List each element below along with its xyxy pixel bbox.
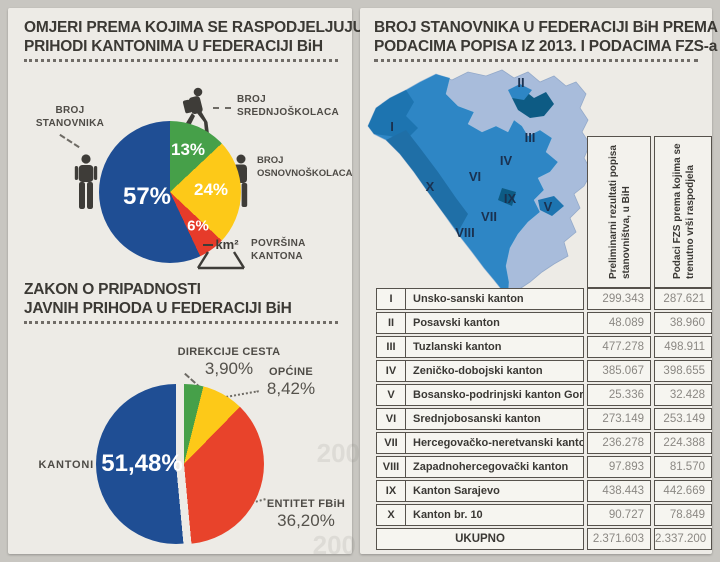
total-fzs: 2.337.200 — [654, 528, 712, 550]
pie1-pct-osnovnoskolci: 24% — [193, 180, 229, 199]
watermark: 200 — [312, 530, 356, 560]
map-label-III: III — [525, 130, 536, 145]
left-title2-line1: ZAKON O PRIPADNOSTI — [24, 281, 201, 298]
map-label-VI: VI — [469, 169, 481, 184]
canton-V-region — [538, 196, 564, 216]
label-povrsina-kantona: POVRŠINA KANTONA — [251, 238, 306, 262]
total-popis: 2.371.603 — [587, 528, 651, 550]
label-opcine: OPĆINE 8,42% — [266, 366, 316, 398]
pie1-pct-stanovnici: 57% — [122, 183, 172, 210]
canton-IX-region — [498, 188, 516, 206]
title-separator — [24, 59, 338, 62]
pie1-disc — [99, 121, 241, 263]
table-total-row: UKUPNO 2.371.603 2.337.200 — [376, 528, 712, 550]
right-title-separator — [374, 59, 698, 62]
pie2-pct-kantoni: 51,48% — [101, 450, 183, 477]
label-broj-osnovnoskolaca: BROJ OSNOVNOŠKOLACA — [257, 155, 353, 179]
map-label-VIII: VIII — [455, 225, 475, 240]
label-kantoni: KANTONI — [38, 459, 94, 471]
pie1-pct-povrsina: 6% — [187, 217, 209, 235]
table-row: X Kanton br. 10 90.727 78.849 — [376, 504, 712, 526]
map-label-IV: IV — [500, 153, 513, 168]
label-direkcije-cesta: DIREKCIJE CESTA 3,90% — [177, 346, 281, 378]
right-title-line1: BROJ STANOVNIKA U FEDERACIJI BiH PREMA — [374, 19, 718, 36]
total-label: UKUPNO — [376, 528, 584, 550]
map-label-VII: VII — [481, 209, 497, 224]
right-title-line2: PODACIMA POPISA IZ 2013. I PODACIMA FZS-… — [374, 38, 718, 55]
table-row: I Unsko-sanski kanton 299.343 287.621 — [376, 288, 712, 310]
watermark: 200 — [316, 438, 360, 468]
table-row: II Posavski kanton 48.089 38.960 — [376, 312, 712, 334]
left-panel: OMJERI PREMA KOJIMA SE RASPODJELJUJU PRI… — [8, 8, 364, 560]
person-icon — [74, 154, 98, 210]
label-entitet-fbih: ENTITET FBiH 36,20% — [266, 498, 346, 530]
header-popis-cell: Preliminarni rezultati popisa stanovništ… — [587, 136, 651, 288]
title2-separator — [24, 321, 338, 324]
table-row: VII Hercegovačko-neretvanski kanton 236.2… — [376, 432, 712, 454]
left-title2-line2: JAVNIH PRIHODA U FEDERACIJI BiH — [24, 300, 292, 317]
km2-area-icon: km² — [196, 236, 246, 270]
pie2-exploded-half — [104, 384, 264, 544]
left-title-line1: OMJERI PREMA KOJIMA SE RASPODJELJUJU — [24, 19, 364, 36]
canton-X-region — [386, 130, 468, 232]
table-row: VIII Zapadnohercegovački kanton 97.893 81… — [376, 456, 712, 478]
km2-dash — [203, 243, 214, 246]
pie-chart-prihodi-omjeri: 13% 24% 6% 57% — [99, 121, 241, 263]
pie1-pct-srednjoskolci: 13% — [170, 140, 206, 159]
left-title-line2: PRIHODI KANTONIMA U FEDERACIJI BiH — [24, 38, 323, 55]
table-row: IV Zeničko-dobojski kanton 385.067 398.65… — [376, 360, 712, 382]
fbih-cantons-map: I II III IV V VI VII VIII IX X — [367, 69, 593, 299]
table-row: III Tuzlanski kanton 477.278 498.911 — [376, 336, 712, 358]
map-label-X: X — [426, 179, 435, 194]
canton-I-region — [368, 90, 418, 140]
map-label-II: II — [517, 75, 524, 90]
map-label-V: V — [544, 199, 553, 214]
label-broj-srednjoskolaca: BROJ SREDNJOŠKOLACA — [237, 94, 339, 118]
map-label-I: I — [390, 119, 394, 134]
header-fzs-cell: Podaci FZS prema kojima se trenutno vrši… — [654, 136, 712, 288]
map-label-IX: IX — [504, 191, 517, 206]
canton-II-exclave — [508, 84, 532, 100]
pie-chart-javni-prihodi: 51,48% — [96, 384, 264, 544]
right-panel: BROJ STANOVNIKA U FEDERACIJI BiH PREMA P… — [360, 8, 718, 554]
leader-srednjoskolaca — [213, 107, 231, 109]
table-row: VI Srednjobosanski kanton 273.149 253.149 — [376, 408, 712, 430]
table-row: IX Kanton Sarajevo 438.443 442.669 — [376, 480, 712, 502]
leader-stanovnika — [59, 133, 80, 149]
label-broj-stanovnika: BROJ STANOVNIKA — [35, 105, 105, 129]
table-header: Preliminarni rezultati popisa stanovništ… — [587, 136, 712, 288]
